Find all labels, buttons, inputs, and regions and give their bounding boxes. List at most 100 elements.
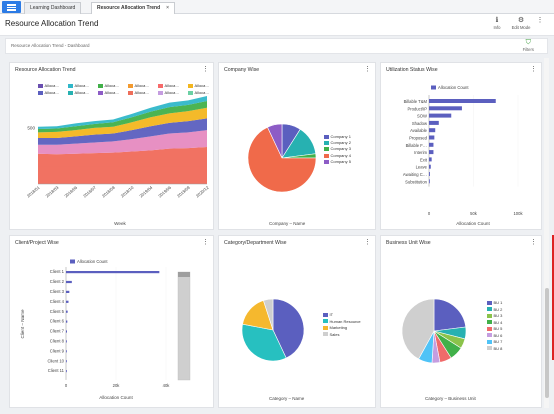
trend-chart: 500 2018/01 2018/03 2018/06 2018/07 2018/08 20… xyxy=(26,95,210,226)
pie-slice-bu-1 xyxy=(433,298,467,332)
tab-learning-dashboard[interactable]: Learning Dashboard xyxy=(24,2,82,14)
bar-leave xyxy=(429,164,431,169)
legend-swatch xyxy=(324,153,329,158)
legend-label: IT xyxy=(329,312,334,317)
legend-swatch xyxy=(324,159,329,164)
bar-client-10 xyxy=(66,360,67,363)
legend-item[interactable]: Alloca… xyxy=(128,90,149,95)
legend-item[interactable]: BU 7 xyxy=(487,339,502,344)
legend-item[interactable]: Alloca… xyxy=(158,90,179,95)
legend-item[interactable]: Alloca… xyxy=(128,83,149,88)
legend-item[interactable]: Company 1 xyxy=(324,134,351,139)
legend-label: BU 4 xyxy=(493,319,503,325)
bar-client-6 xyxy=(66,320,68,323)
x-tick-label: 0 xyxy=(65,383,68,388)
legend-item[interactable]: BU 6 xyxy=(487,333,502,338)
legend-swatch xyxy=(324,134,329,139)
legend-item[interactable]: BU 1 xyxy=(487,300,502,305)
legend-item[interactable]: IT xyxy=(323,312,333,317)
legend-label: BU 3 xyxy=(493,313,503,318)
legend-item[interactable]: Human Resource xyxy=(323,319,361,324)
legend-swatch xyxy=(158,83,163,88)
info-button[interactable]: ℹ Info xyxy=(485,17,509,30)
edit-mode-button[interactable]: ⚙ Edit Mode xyxy=(509,17,533,30)
x-tick-label: 2018/08 xyxy=(101,185,116,199)
legend-item[interactable]: Company 3 xyxy=(324,146,351,151)
legend-item[interactable]: Alloca… xyxy=(68,90,89,95)
bar-shadow xyxy=(429,120,439,125)
card-menu-icon[interactable]: ⋮ xyxy=(202,66,209,73)
legend-item[interactable]: BU 4 xyxy=(487,320,502,325)
card-title: Client/Project Wise xyxy=(15,240,59,246)
legend-swatch xyxy=(487,333,492,338)
legend-label: Alloca… xyxy=(194,90,210,95)
company-card: Company Wise ⋮ Company 1 Company 2 Company… xyxy=(218,62,376,230)
y-tick-label: Leave xyxy=(416,165,428,170)
company-caption: Company – Name xyxy=(269,221,306,226)
legend-item[interactable]: Sales xyxy=(323,332,340,337)
legend-item[interactable]: Alloca… xyxy=(188,90,209,95)
y-tick-label: Awaiting C… xyxy=(403,172,427,177)
card-menu-icon[interactable]: ⋮ xyxy=(202,239,209,246)
legend-item[interactable]: BU 3 xyxy=(487,313,502,318)
legend-item[interactable]: Company 2 xyxy=(324,140,351,145)
card-menu-icon[interactable]: ⋮ xyxy=(364,239,371,246)
card-menu-icon[interactable]: ⋮ xyxy=(530,239,537,246)
legend-item[interactable]: BU 2 xyxy=(487,307,502,312)
y-tick-label: SOW xyxy=(417,114,427,119)
legend-item[interactable]: BU 8 xyxy=(487,346,502,351)
more-options-icon[interactable]: ⋮ xyxy=(536,17,544,24)
tab-resource-allocation-trend[interactable]: Resource Allocation Trend × xyxy=(91,2,176,14)
legend-item[interactable]: Marketing xyxy=(323,325,347,330)
area-series-5 xyxy=(38,95,207,130)
card-title: Resource Allocation Trend xyxy=(15,67,76,73)
bar-billable-f- xyxy=(429,142,434,147)
business-unit-card: Business Unit Wise ⋮ BU 1 BU 2 BU 3 BU 4 BU … xyxy=(380,235,542,408)
legend-item[interactable]: Alloca… xyxy=(38,83,59,88)
legend-label: Alloca… xyxy=(104,83,120,88)
legend-item[interactable]: Company 5 xyxy=(324,159,351,164)
legend-item[interactable]: Alloca… xyxy=(188,83,209,88)
x-tick-label: 50k xyxy=(470,211,478,216)
y-tick-label: Interim xyxy=(414,150,427,155)
page-scrollbar[interactable] xyxy=(544,58,549,408)
legend-label: Alloca… xyxy=(104,90,120,95)
legend-swatch xyxy=(70,259,75,264)
filters-button[interactable]: ⛉ Filters xyxy=(523,39,534,52)
company-pie-chart xyxy=(247,123,317,193)
legend-label: Human Resource xyxy=(329,318,361,324)
card-menu-icon[interactable]: ⋮ xyxy=(364,66,371,73)
pie-slice-it xyxy=(272,298,305,359)
legend-item[interactable]: BU 5 xyxy=(487,326,502,331)
legend-label: BU 8 xyxy=(493,345,503,351)
legend-item[interactable]: Company 4 xyxy=(324,153,351,158)
legend-label: Alloca… xyxy=(164,90,180,95)
pie-slice-bu-8 xyxy=(401,298,435,360)
legend-label: Allocation Count xyxy=(77,259,108,264)
legend-label: Alloca… xyxy=(194,83,210,88)
x-tick-label: 100k xyxy=(513,211,523,216)
y-tick-label: Client 8 xyxy=(50,339,65,344)
legend-label: Alloca… xyxy=(134,90,150,95)
x-tick-label: 40k xyxy=(163,383,171,388)
client-bar-chart: Allocation Count 0 20k 40k Client 1 Client 2 C… xyxy=(20,259,191,400)
card-title: Category/Department Wise xyxy=(224,240,287,246)
legend-item[interactable]: Alloca… xyxy=(98,90,119,95)
area-series-3 xyxy=(38,107,207,139)
bar-sow xyxy=(429,113,452,118)
breadcrumb: Resource Allocation Trend - Dashboard xyxy=(11,43,90,48)
x-tick-label: 2018/10 xyxy=(120,185,135,199)
legend-label: BU 5 xyxy=(493,326,503,331)
legend-item[interactable]: Alloca… xyxy=(68,83,89,88)
legend-swatch xyxy=(188,83,193,88)
legend-item[interactable]: Alloca… xyxy=(158,83,179,88)
legend-item[interactable]: Alloca… xyxy=(98,83,119,88)
card-menu-icon[interactable]: ⋮ xyxy=(530,66,537,73)
pie-slice-sales xyxy=(263,298,274,331)
y-tick-label: Client 6 xyxy=(50,319,65,324)
close-icon[interactable]: × xyxy=(166,5,170,11)
scrollbar-thumb[interactable] xyxy=(544,288,549,398)
hamburger-menu-icon[interactable] xyxy=(2,1,21,13)
y-tick-label: Client 1 xyxy=(50,269,65,274)
legend-item[interactable]: Alloca… xyxy=(38,90,59,95)
